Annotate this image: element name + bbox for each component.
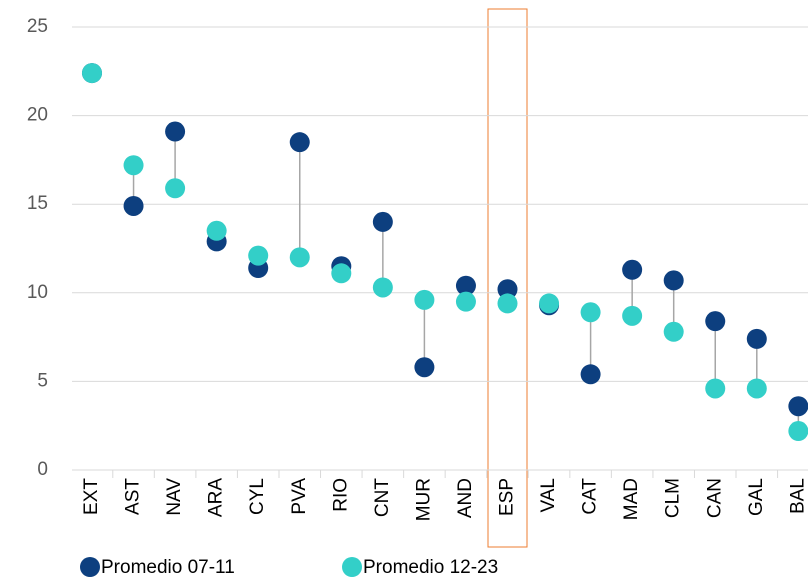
x-tick-label: VAL	[538, 478, 559, 513]
dot	[414, 289, 435, 310]
x-tick-label: CAT	[580, 478, 601, 515]
x-tick-label: ESP	[497, 478, 518, 516]
y-tick-label: 0	[37, 459, 48, 480]
legend-label: Promedio 12-23	[363, 557, 498, 578]
dot	[165, 178, 186, 199]
x-tick-label: BAL	[787, 478, 808, 514]
x-tick-label: CLM	[663, 478, 684, 518]
y-tick-label: 15	[27, 193, 48, 214]
dot	[497, 279, 518, 300]
x-tick-label: AND	[455, 478, 476, 518]
y-tick-label: 10	[27, 282, 48, 303]
dot	[372, 277, 393, 298]
x-tick-label: RIO	[330, 478, 351, 512]
dot	[289, 132, 310, 153]
dot	[455, 291, 476, 312]
dot	[746, 378, 767, 399]
x-tick-label: MAD	[621, 478, 642, 520]
dot	[414, 357, 435, 378]
dot	[165, 121, 186, 142]
x-tick-label: CYL	[247, 478, 268, 515]
legend-label: Promedio 07-11	[101, 557, 235, 578]
dot	[580, 302, 601, 323]
dot	[746, 328, 767, 349]
y-tick-label: 20	[27, 105, 48, 126]
x-tick-label: NAV	[164, 478, 185, 516]
dot	[289, 247, 310, 268]
x-tick-label: AST	[123, 478, 144, 515]
dot	[663, 270, 684, 291]
dot	[663, 321, 684, 342]
dot	[455, 275, 476, 296]
y-tick-label: 5	[37, 370, 48, 391]
dot	[372, 211, 393, 232]
dot	[123, 195, 144, 216]
dot	[788, 421, 808, 442]
dot	[123, 155, 144, 176]
x-tick-label: EXT	[81, 478, 102, 515]
dot	[788, 396, 808, 417]
legend-marker	[80, 557, 100, 577]
dot	[539, 293, 560, 314]
dot	[622, 259, 643, 280]
x-tick-label: CNT	[372, 478, 393, 517]
dot	[82, 63, 102, 84]
dot	[622, 305, 643, 326]
highlight-box	[487, 8, 528, 548]
x-tick-label: ARA	[206, 478, 227, 517]
dot	[206, 220, 227, 241]
dot	[248, 245, 269, 266]
dot	[580, 364, 601, 385]
legend-marker	[342, 557, 362, 577]
x-tick-label: MUR	[413, 478, 434, 521]
dot	[331, 263, 352, 284]
y-tick-label: 25	[27, 16, 48, 37]
dot	[705, 311, 726, 332]
x-tick-label: PVA	[289, 478, 310, 515]
dot	[705, 378, 726, 399]
x-tick-label: CAN	[704, 478, 725, 518]
dot	[497, 293, 518, 314]
x-tick-label: GAL	[746, 478, 767, 516]
